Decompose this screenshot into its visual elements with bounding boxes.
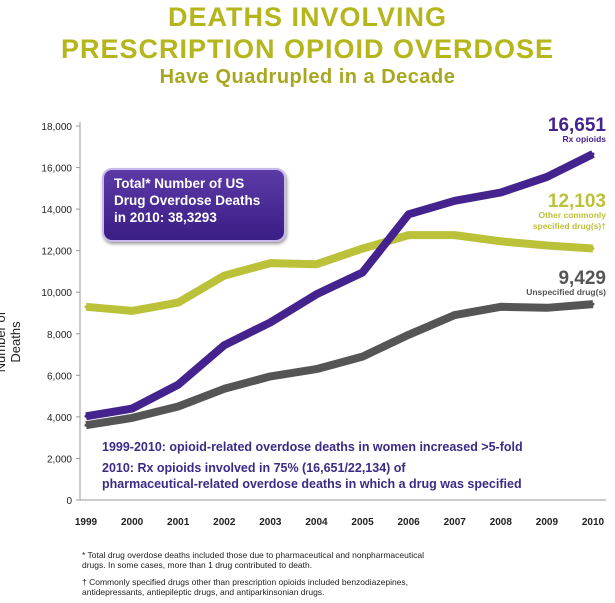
x-tick-label: 2007 [444,517,467,528]
data-point-other-commonly-specified-drug-s [176,301,180,305]
data-point-unspecified-drug-s [499,305,503,309]
y-tick-label: 18,000 [41,122,72,133]
y-tick-label: 4,000 [47,413,72,424]
data-point-other-commonly-specified-drug-s [407,233,411,237]
x-tick-label: 2008 [490,517,513,528]
series-line-rx-opioids [85,150,595,421]
data-point-rx-opioids [314,292,318,296]
data-point-unspecified-drug-s [361,355,365,359]
y-axis-label: Number of Deaths [0,311,23,373]
data-point-other-commonly-specified-drug-s [314,262,318,266]
data-point-unspecified-drug-s [407,333,411,337]
data-point-unspecified-drug-s [130,416,134,420]
footnote-other-drugs-line2: antidepressants, antiepileptic drugs, an… [82,587,325,597]
data-point-rx-opioids [176,383,180,387]
data-point-other-commonly-specified-drug-s [361,247,365,251]
data-point-other-commonly-specified-drug-s [545,243,549,247]
footnote-total-line2: drugs. In some cases, more than 1 drug c… [82,560,313,570]
footnote-other-drugs-line1: † Commonly specified drugs other than pr… [82,577,409,587]
end-value-label-rx-opioids: 16,651 [548,115,607,136]
data-point-rx-opioids [591,152,595,156]
data-point-rx-opioids [84,414,88,418]
x-tick-label: 2010 [582,517,605,528]
x-tick-label: 2000 [121,517,144,528]
y-tick-label: 6,000 [47,371,72,382]
data-point-unspecified-drug-s [545,306,549,310]
chart-title-line1: DEATHS INVOLVING [167,2,447,32]
end-value-label-other-commonly-specified-drug-s: 12,103 [548,191,606,212]
data-point-other-commonly-specified-drug-s [84,305,88,309]
data-point-unspecified-drug-s [591,302,595,306]
y-tick-label: 8,000 [47,330,72,341]
note-women-increase: 1999-2010: opioid-related overdose death… [102,440,523,454]
data-point-unspecified-drug-s [268,374,272,378]
data-point-other-commonly-specified-drug-s [499,239,503,243]
data-point-rx-opioids [222,343,226,347]
x-tick-label: 2002 [213,517,236,528]
callout-line1: Total* Number of US [114,176,245,191]
series-line-unspecified-drug-s [85,300,594,430]
footnote-total-line1: * Total drug overdose deaths included th… [82,550,424,560]
y-tick-label: 10,000 [41,288,72,299]
chart-title-line2: PRESCRIPTION OPIOID OVERDOSE [60,34,555,64]
callout-line3: in 2010: 38,3293 [114,210,217,225]
y-tick-label: 2,000 [47,454,72,465]
y-tick-label: 0 [66,496,72,507]
end-caption-label-rx-opioids: Rx opioids [563,134,607,144]
data-point-unspecified-drug-s [314,367,318,371]
total-deaths-callout: Total* Number of US Drug Overdose Deaths… [102,168,286,242]
end-caption-label-unspecified-drug-s: Unspecified drug(s) [526,287,606,297]
y-tick-label: 12,000 [41,247,72,258]
data-point-rx-opioids [361,270,365,274]
data-point-rx-opioids [407,212,411,216]
data-point-unspecified-drug-s [222,387,226,391]
data-point-other-commonly-specified-drug-s [591,247,595,251]
data-point-other-commonly-specified-drug-s [268,261,272,265]
chart-subtitle: Have Quadrupled in a Decade [159,66,456,88]
x-tick-label: 2005 [351,517,374,528]
x-tick-label: 2001 [167,517,190,528]
note-rx-share-line2: pharmaceutical-related overdose deaths i… [102,477,522,491]
end-value-label-unspecified-drug-s: 9,429 [558,268,606,289]
y-tick-label: 14,000 [41,205,72,216]
end-caption-label-other-commonly-specified-drug-s: Other commonly [538,210,606,220]
x-tick-label: 2006 [398,517,421,528]
data-point-rx-opioids [499,190,503,194]
x-tick-label: 1999 [75,517,98,528]
data-point-rx-opioids [130,407,134,411]
y-tick-label: 16,000 [41,164,72,175]
series-line-other-commonly-specified-drug-s [85,231,594,315]
data-point-unspecified-drug-s [176,405,180,408]
x-tick-label: 2009 [536,517,559,528]
data-point-other-commonly-specified-drug-s [130,309,134,313]
x-tick-label: 2003 [259,517,282,528]
callout-line2: Drug Overdose Deaths [114,193,261,208]
data-point-other-commonly-specified-drug-s [222,274,226,278]
data-point-unspecified-drug-s [453,313,457,317]
note-rx-share-line1: 2010: Rx opioids involved in 75% (16,651… [102,461,406,475]
x-tick-label: 2004 [305,517,328,528]
data-point-rx-opioids [268,320,272,324]
data-point-other-commonly-specified-drug-s [453,233,457,237]
data-point-rx-opioids [545,175,549,179]
end-caption-label-other-commonly-specified-drug-s: specified drug(s)† [533,221,606,231]
data-point-unspecified-drug-s [84,423,88,427]
data-point-rx-opioids [453,199,457,203]
